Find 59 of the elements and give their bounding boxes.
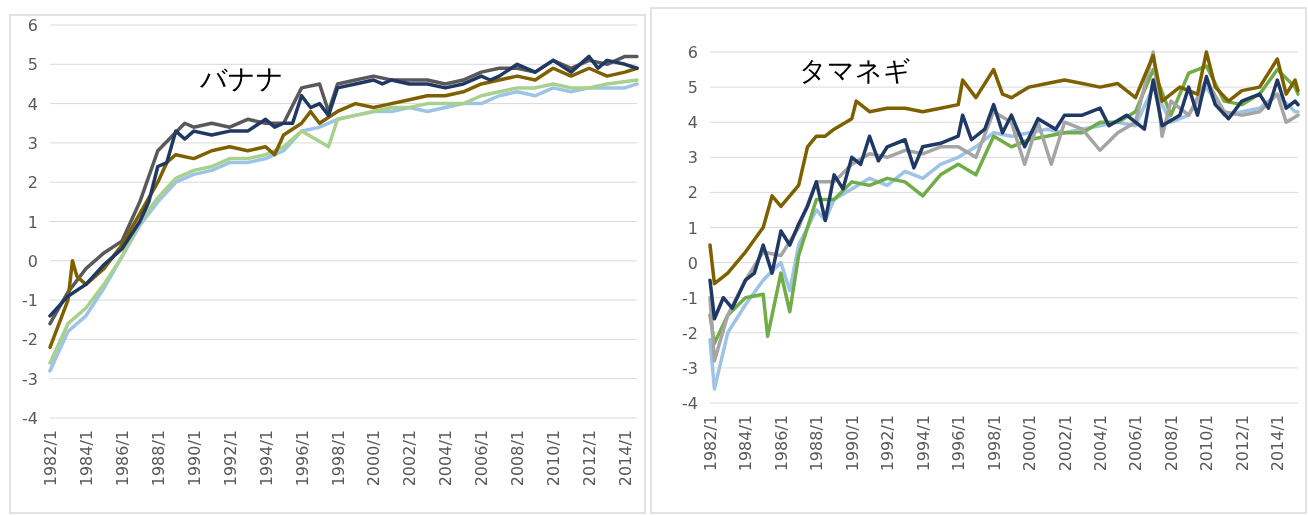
y-tick-label: 3: [687, 148, 698, 168]
y-tick-label: 0: [687, 253, 698, 273]
x-tick-label: 1994/1: [913, 415, 933, 472]
x-tick-label: 1998/1: [984, 415, 1004, 472]
x-tick-label: 1984/1: [736, 415, 756, 472]
x-tick-label: 2010/1: [544, 430, 564, 487]
x-tick-label: 1996/1: [949, 415, 969, 472]
x-tick-label: 2008/1: [1161, 415, 1181, 472]
x-tick-label: 2000/1: [1020, 415, 1040, 472]
y-tick-label: -2: [682, 323, 698, 343]
y-tick-label: 4: [687, 113, 698, 133]
x-tick-label: 2004/1: [436, 430, 456, 487]
y-tick-label: 6: [687, 43, 698, 62]
y-tick-label: 4: [27, 94, 38, 114]
y-tick-label: -4: [22, 409, 38, 428]
x-tick-label: 1990/1: [184, 430, 204, 487]
y-tick-label: 1: [687, 218, 698, 238]
x-tick-label: 2000/1: [364, 430, 384, 487]
x-tick-label: 2010/1: [1197, 415, 1217, 472]
x-tick-label: 2012/1: [580, 430, 600, 487]
x-tick-label: 1988/1: [148, 430, 168, 487]
y-tick-label: -3: [22, 369, 38, 389]
x-tick-label: 1998/1: [328, 430, 348, 487]
y-tick-label: -4: [682, 394, 698, 413]
x-tick-label: 2002/1: [400, 430, 420, 487]
y-tick-label: -3: [682, 358, 698, 378]
x-tick-label: 1982/1: [41, 430, 60, 487]
x-tick-label: 1986/1: [771, 415, 791, 472]
y-tick-label: 2: [687, 183, 698, 203]
x-tick-label: 1992/1: [220, 430, 240, 487]
line-series: [708, 50, 1300, 286]
y-tick-label: 5: [687, 78, 698, 98]
x-tick-label: 2008/1: [508, 430, 528, 487]
chart-title: タマネギ: [799, 55, 911, 86]
x-tick-label: 1988/1: [807, 415, 827, 472]
x-tick-label: 1994/1: [256, 430, 276, 487]
text: バナナ: [199, 63, 284, 94]
x-tick-label: 2006/1: [472, 430, 492, 487]
y-tick-label: 5: [27, 55, 38, 75]
x-tick-label: 1984/1: [76, 430, 96, 487]
y-tick-label: -1: [22, 291, 38, 311]
x-tick-label: 2006/1: [1126, 415, 1146, 472]
x-tick-label: 2004/1: [1091, 415, 1111, 472]
x-tick-label: 1992/1: [878, 415, 898, 472]
y-tick-label: 0: [27, 251, 38, 271]
x-tick-label: 2014/1: [1268, 415, 1288, 472]
x-tick-label: 2014/1: [616, 430, 636, 487]
x-tick-label: 1986/1: [112, 430, 132, 487]
y-tick-label: 6: [27, 16, 38, 35]
x-tick-label: 1990/1: [842, 415, 862, 472]
y-tick-label: -2: [22, 330, 38, 350]
x-tick-label: 2012/1: [1232, 415, 1252, 472]
x-tick-label: 1996/1: [292, 430, 312, 487]
x-tick-label: 2002/1: [1055, 415, 1075, 472]
x-tick-label: 1982/1: [701, 415, 720, 472]
y-tick-label: 3: [27, 133, 38, 153]
y-tick-label: 1: [27, 212, 38, 232]
y-tick-label: -1: [682, 288, 698, 308]
y-tick-label: 2: [27, 173, 38, 193]
